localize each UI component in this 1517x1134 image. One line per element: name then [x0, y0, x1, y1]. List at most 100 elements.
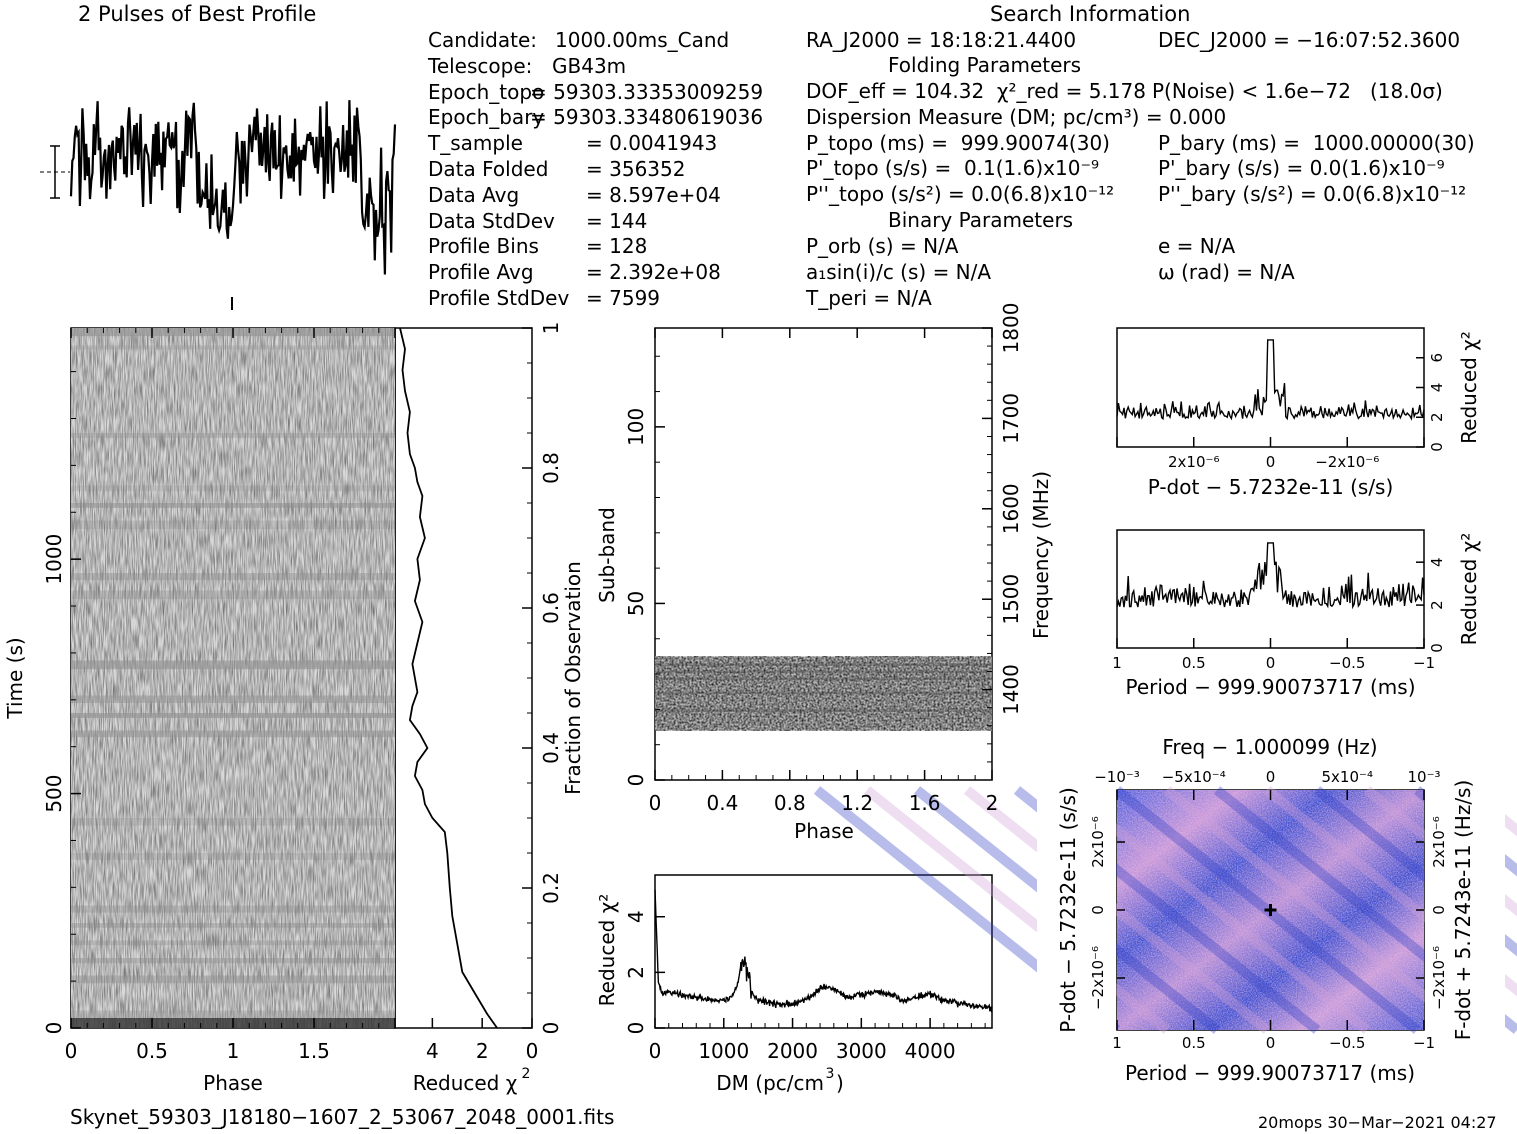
time-chi2-line	[399, 327, 498, 1029]
period-chi2-ytick-label: 4	[1428, 557, 1446, 567]
info-label: Epoch_bary	[428, 105, 545, 130]
period-pdot-mask-right	[1425, 770, 1505, 1050]
period-chi2-ytick-label: 0	[1428, 643, 1446, 653]
search-info-title: Search Information	[990, 2, 1191, 26]
info-label: Profile StdDev	[428, 286, 570, 310]
map-title: Freq − 1.000099 (Hz)	[1162, 735, 1377, 759]
pdot-chi2-ytick-label: 0	[1428, 442, 1446, 452]
time-phase-stripe	[71, 573, 395, 581]
info-label: Profile Bins	[428, 234, 539, 259]
info-value: = 2.392e+08	[586, 260, 721, 285]
info-value: 1000.00ms_Cand	[555, 28, 730, 52]
freq-ytick-label: 1600	[999, 483, 1023, 534]
dec-value: DEC_J2000 = −16:07:52.3600	[1158, 28, 1461, 52]
time-phase-stripe	[71, 695, 395, 703]
time-phase-ytick-label: 500	[42, 774, 66, 812]
period-chi2-ytick-label: 2	[1428, 600, 1446, 610]
a1sini-value: a₁sin(i)/c (s) = N/A	[806, 260, 992, 284]
freq-ytick-label: 1400	[999, 664, 1023, 715]
subband-ytick-label: 0	[624, 774, 648, 787]
time-phase-xtick-label: 1	[227, 1039, 240, 1063]
info-value: = 356352	[586, 157, 686, 181]
dm-xtick-label: 1000	[698, 1039, 749, 1063]
dm-xlabel-sup: 3	[826, 1066, 835, 1082]
omega-value: ω (rad) = N/A	[1158, 260, 1295, 284]
time-chi2-xlabel: Reduced χ	[413, 1071, 518, 1095]
ecc-value: e = N/A	[1158, 234, 1236, 258]
time-phase-stripe	[71, 713, 395, 718]
pdot-chi2-ytick-label: 4	[1428, 383, 1446, 393]
dm-ytick-label: 0	[624, 1022, 648, 1035]
time-phase-stripe	[71, 660, 395, 670]
time-phase-ytick-label: 1000	[42, 534, 66, 585]
time-phase-ylabel: Time (s)	[3, 637, 27, 719]
map-y2label: F-dot + 5.7243e-11 (Hz/s)	[1451, 780, 1475, 1041]
info-value: = 7599	[586, 286, 661, 310]
pdot-chi2-ylabel: Reduced χ²	[1457, 331, 1481, 444]
info-label: Data StdDev	[428, 208, 555, 233]
info-value: = 0.0041943	[586, 131, 718, 156]
map-ylabel: P-dot − 5.7232e-11 (s/s)	[1056, 787, 1080, 1033]
subband-xtick-label: 2	[986, 791, 999, 815]
info-value: = 128	[586, 234, 648, 259]
period-pdot-stripe	[1063, 786, 1371, 1034]
pdot-chi2-frame	[1116, 327, 1425, 448]
pddot-bary-value: P''_bary (s/s²) = 0.0(6.8)x10⁻¹²	[1158, 182, 1467, 206]
time-phase-xtick-label: 0.5	[136, 1039, 168, 1063]
period-chi2-xtick-label: 0	[1266, 654, 1276, 672]
freq-ylabel: Frequency (MHz)	[1029, 471, 1053, 639]
pddot-topo-value: P''_topo (s/s²) = 0.0(6.8)x10⁻¹²	[806, 182, 1115, 206]
period-chi2-line	[1116, 542, 1425, 610]
info-value: = 144	[586, 208, 648, 233]
info-label: Data Folded	[428, 157, 549, 181]
map-x2tick-label: −10⁻³	[1094, 768, 1140, 786]
pdot-chi2-xlabel: P-dot − 5.7232e-11 (s/s)	[1148, 475, 1394, 499]
dm-ylabel: Reduced χ²	[595, 894, 619, 1007]
map-ytick-label: 2x10⁻⁶	[1089, 816, 1107, 867]
time-phase-stripe	[71, 485, 395, 492]
dm-value: Dispersion Measure (DM; pc/cm³) = 0.000	[806, 105, 1227, 129]
dof-chi2-value: DOF_eff = 104.32 χ²_red = 5.178	[806, 79, 1146, 103]
time-phase-xtick-label: 1.5	[298, 1039, 330, 1063]
subband-xlabel: Phase	[794, 819, 854, 843]
map-y2tick-label: −2x10⁻⁶	[1430, 946, 1448, 1010]
time-chi2-xlabel-sup: 2	[522, 1066, 531, 1082]
dm-line	[654, 889, 993, 1013]
subband-xtick-label: 1.2	[841, 791, 873, 815]
time-chi2-ytick-label: 0	[539, 1022, 563, 1035]
pdot-chi2-xtick-label: 2x10⁻⁶	[1168, 453, 1219, 471]
pnoise-value: P(Noise) < 1.6e−72 (18.0σ)	[1152, 79, 1443, 103]
info-label: T_sample	[428, 131, 523, 156]
pbary-value: P_bary (ms) = 1000.00000(30)	[1158, 131, 1475, 155]
time-phase-stripe	[71, 940, 395, 946]
period-pdot-stripe	[1163, 786, 1471, 1034]
subband-xtick-label: 0	[649, 791, 662, 815]
period-chi2-xtick-label: −1	[1413, 654, 1435, 672]
time-chi2-xtick-label: 4	[426, 1039, 439, 1063]
map-y2tick-label: 2x10⁻⁶	[1430, 816, 1448, 867]
map-xtick-label: −1	[1413, 1034, 1435, 1052]
time-phase-stripe	[71, 520, 395, 530]
map-x2tick-label: 5x10⁻⁴	[1322, 768, 1373, 786]
folding-params-header: Folding Parameters	[888, 53, 1082, 77]
dm-xtick-label: 0	[649, 1039, 662, 1063]
dm-xtick-label: 4000	[905, 1039, 956, 1063]
period-chi2-ylabel: Reduced χ²	[1457, 533, 1481, 646]
subband-xtick-label: 0.8	[774, 791, 806, 815]
period-chi2-xtick-label: 0.5	[1182, 654, 1206, 672]
map-x2tick-label: 0	[1266, 768, 1276, 786]
map-xtick-label: 0.5	[1182, 1034, 1206, 1052]
subband-row	[655, 677, 992, 681]
porb-value: P_orb (s) = N/A	[806, 234, 959, 258]
subband-row	[655, 670, 992, 674]
time-chi2-ytick-label: 0.8	[539, 452, 563, 484]
time-phase-ytick-label: 0	[42, 1022, 66, 1035]
map-xtick-label: 1	[1112, 1034, 1122, 1052]
dm-xlabel-close: )	[836, 1071, 844, 1095]
time-phase-stripe	[71, 923, 395, 928]
info-value: GB43m	[552, 53, 627, 78]
subband-ytick-label: 100	[624, 408, 648, 446]
pdot-chi2-ytick-label: 2	[1428, 412, 1446, 422]
time-chi2-ytick-label: 0.4	[539, 732, 563, 764]
